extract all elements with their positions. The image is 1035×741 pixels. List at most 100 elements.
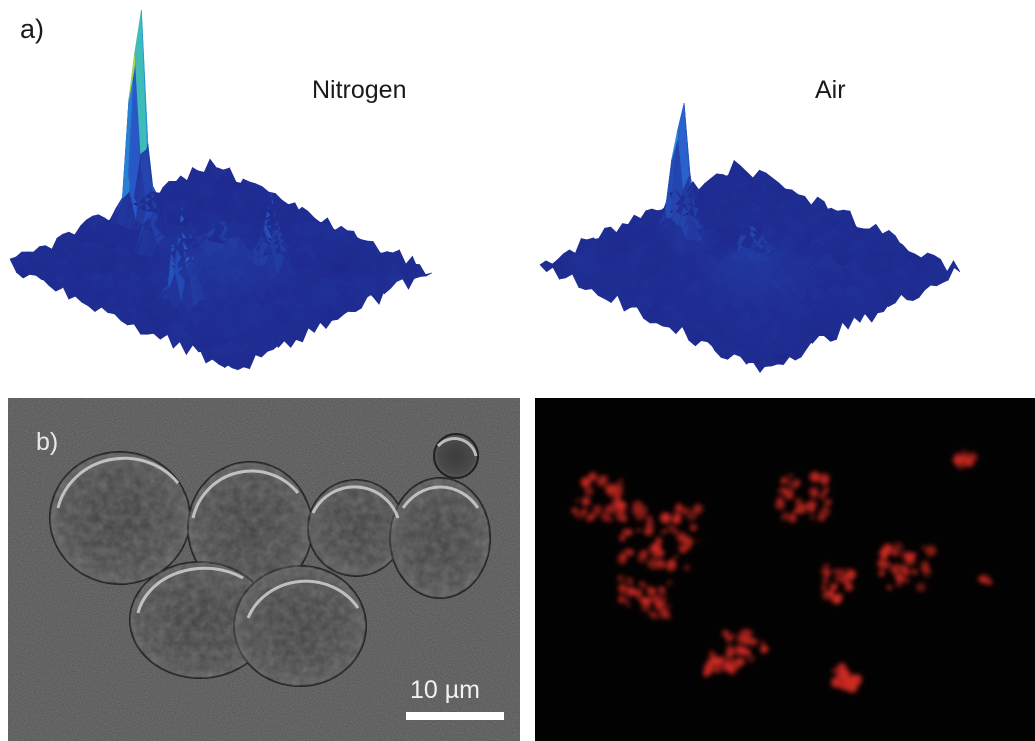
fluorescent-spot (666, 614, 671, 619)
fluorescent-spot (784, 489, 794, 500)
fluorescent-spot (986, 579, 992, 586)
fluorescent-spot (660, 530, 665, 535)
fluorescent-spot (831, 668, 838, 674)
fluorescent-spot (745, 651, 752, 657)
fluorescent-spot (605, 515, 613, 523)
fluorescent-spot (920, 563, 930, 574)
fluorescent-spot (618, 597, 624, 603)
fluorescent-spot (584, 486, 594, 496)
fluorescent-spot (643, 584, 649, 590)
fluorescent-spot (637, 554, 647, 564)
fluorescent-spot (964, 458, 973, 467)
scale-bar-label: 10 µm (410, 676, 480, 704)
fluorescent-spot (706, 666, 715, 674)
fluorescent-spot (638, 581, 646, 588)
fluorescent-spot (736, 636, 743, 643)
fluorescent-spot (722, 630, 730, 637)
air-surface-plot (539, 103, 961, 374)
cells (49, 433, 491, 687)
fluorescent-spot (855, 676, 859, 680)
fluorescent-spot (739, 649, 745, 655)
nitrogen-title: Nitrogen (312, 76, 407, 104)
fluorescent-spot (580, 477, 591, 488)
panel-b-label: b) (36, 428, 59, 456)
fluorescent-spot (899, 550, 909, 560)
fluorescent-spot (704, 672, 708, 676)
fluorescent-spot (575, 498, 579, 503)
fluorescent-spot (741, 629, 747, 635)
fluorescent-spot (823, 499, 831, 507)
fluorescent-spot (636, 528, 641, 533)
fluorescent-spot (636, 594, 641, 600)
fluorescence-micrograph (535, 398, 1035, 741)
fluorescent-spot (822, 590, 832, 600)
fluorescent-spot (673, 506, 685, 518)
fluorescent-spot (620, 515, 628, 523)
fluorescent-spot (658, 559, 663, 564)
fluorescent-spot (807, 505, 816, 513)
fluorescent-spot (842, 674, 851, 684)
fluorescent-spot (619, 534, 626, 542)
fluorescent-spot (615, 515, 622, 521)
fluorescent-spot (744, 629, 753, 638)
fluorescent-spot (647, 558, 658, 569)
fluorescent-spot (783, 512, 789, 519)
fluorescent-spot (877, 558, 888, 569)
fluorescent-spot (618, 510, 624, 516)
fluorescent-spot (822, 577, 829, 584)
fluorescent-spot (895, 576, 899, 580)
fluorescent-spot (834, 574, 843, 583)
fluorescent-spot (588, 472, 598, 481)
fluorescent-spot (658, 586, 666, 594)
fluorescent-spot (776, 496, 784, 504)
fluorescent-spot (618, 584, 626, 593)
fluorescent-spot (662, 615, 667, 619)
fluorescent-spot (645, 548, 651, 554)
fluorescent-spot (833, 595, 841, 603)
fluorescent-spot (622, 597, 630, 605)
fluorescent-spot (838, 682, 845, 689)
fluorescent-spot (795, 503, 807, 515)
fluorescent-spot (843, 672, 848, 676)
fluorescent-spot (676, 532, 688, 543)
fluorescent-spot (626, 604, 631, 608)
fluorescent-spot (581, 508, 588, 516)
fluorescent-spot (842, 574, 853, 586)
fluorescent-spot (821, 584, 827, 591)
fluorescent-spot (643, 527, 653, 536)
fluorescent-spot (835, 570, 840, 575)
fluorescent-spot (979, 575, 985, 582)
fluorescent-spot (678, 543, 687, 553)
fluorescent-spot (689, 524, 697, 532)
fluorescent-spot (639, 505, 649, 515)
fluorescent-spot (652, 588, 656, 593)
fluorescent-spot (654, 537, 663, 545)
fluorescent-spot (617, 574, 625, 583)
fluorescent-spot (655, 559, 666, 569)
fluorescent-spot (742, 635, 746, 639)
fluorescent-spot (952, 455, 963, 466)
fluorescent-spot (728, 666, 738, 676)
fluorescent-spot (723, 661, 732, 670)
fluorescent-spot (793, 509, 799, 514)
fluorescent-spot (818, 493, 826, 501)
fluorescent-spot (760, 640, 765, 645)
nitrogen-surface-plot (9, 10, 433, 371)
fluorescent-spot (625, 528, 633, 536)
fluorescent-spot (621, 491, 625, 495)
fluorescent-spot (746, 648, 751, 653)
fluorescent-spot (641, 602, 651, 613)
fluorescent-spot (696, 539, 701, 543)
fluorescent-spot (692, 503, 703, 515)
fluorescent-spot (788, 481, 798, 491)
fluorescent-spot (904, 555, 916, 567)
fluorescent-spot (672, 528, 679, 535)
fluorescent-spot (673, 554, 679, 560)
fluorescent-spot (660, 512, 671, 524)
fluorescent-spot (618, 478, 623, 483)
fluorescent-spot (893, 541, 904, 552)
fluorescent-spot (652, 566, 657, 571)
fluorescent-spot (878, 570, 885, 577)
fluorescent-spot (715, 666, 724, 674)
fluorescent-spot (809, 487, 819, 497)
